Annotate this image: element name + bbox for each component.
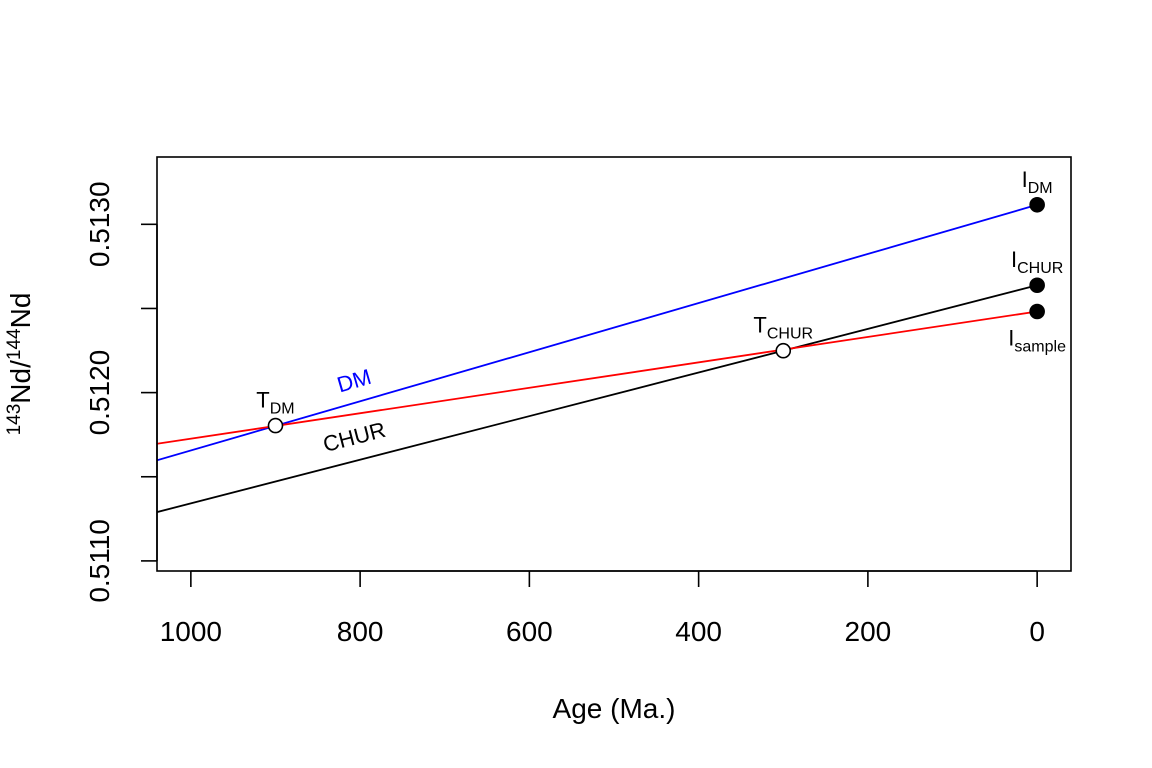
y-tick-label-0-512: 0.5120 [84, 350, 115, 436]
y-axis-label: 143Nd/144Nd [4, 293, 36, 436]
i-chur-point-label: ICHUR [1011, 247, 1063, 277]
x-axis: 1000 800 600 400 200 0 [160, 570, 1045, 647]
i-chur-point [1029, 277, 1045, 294]
t-chur-point [775, 342, 792, 359]
x-tick-label-800: 800 [337, 616, 384, 647]
x-tick-label-600: 600 [506, 616, 553, 647]
dm-series-label: DM [334, 364, 374, 398]
t-dm-point [267, 417, 284, 434]
y-label-nd-slash: Nd/ [5, 360, 36, 404]
series-layer [157, 203, 1038, 513]
y-label-nd: Nd [5, 293, 36, 329]
y-label-superscript-143: 143 [4, 404, 25, 436]
x-axis-label: Age (Ma.) [553, 693, 676, 724]
x-tick-label-0: 0 [1029, 616, 1045, 647]
i-dm-point [1029, 196, 1045, 213]
chur-line [157, 284, 1038, 513]
t-dm-point-label: TDM [256, 388, 294, 418]
x-tick-label-400: 400 [675, 616, 722, 647]
chur-series-label: CHUR [320, 417, 388, 457]
y-label-superscript-144: 144 [4, 328, 25, 360]
x-tick-label-200: 200 [845, 616, 892, 647]
i-dm-point-label: IDM [1022, 167, 1053, 197]
plot-frame [156, 156, 1072, 572]
y-axis: 0.5110 0.5120 0.5130 [84, 181, 158, 603]
t-chur-point-label: TCHUR [753, 313, 813, 343]
i-sample-point-label: Isample [1008, 325, 1066, 355]
labels-layer: DM CHUR IDM ICHUR Isample TDM TCHUR [256, 167, 1066, 457]
dm-line [157, 203, 1038, 462]
series-3-line [157, 310, 1038, 445]
i-sample-point [1029, 303, 1045, 320]
x-tick-label-1000: 1000 [160, 616, 222, 647]
y-tick-label-0-511: 0.5110 [84, 519, 115, 603]
points-layer [267, 196, 1045, 434]
y-tick-label-0-513: 0.5130 [84, 181, 115, 267]
